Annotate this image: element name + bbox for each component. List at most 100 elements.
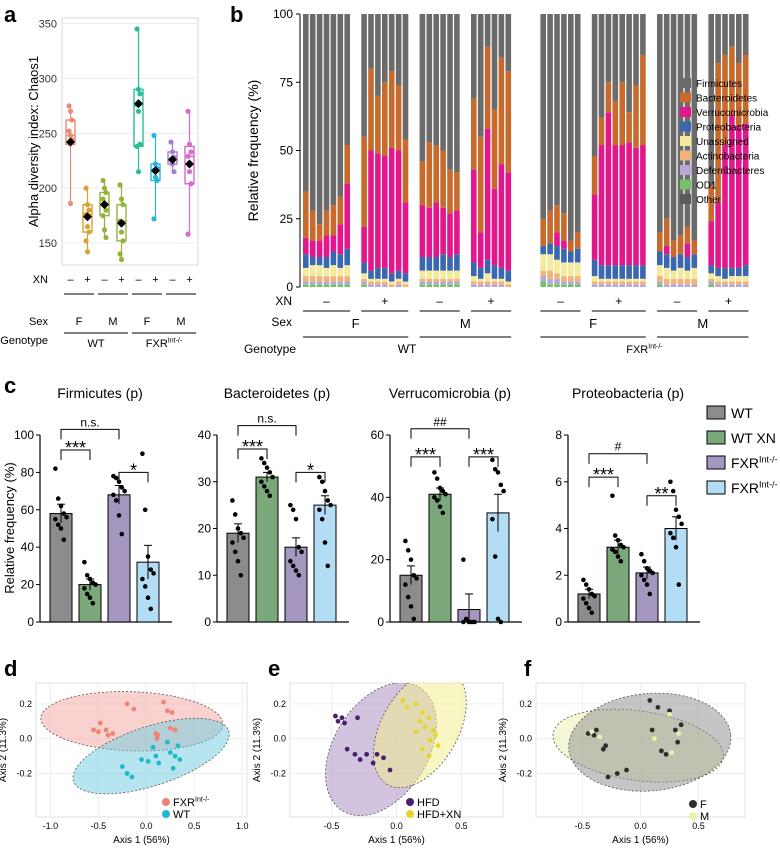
genotype-fxr: FXRInt-/- [626, 344, 663, 356]
bar-segment-bacteroidetes [368, 68, 374, 151]
box-point [120, 238, 126, 244]
bar-segment-verrucomicrobia [433, 202, 439, 257]
scatter-point [426, 715, 432, 721]
box-point [84, 249, 91, 255]
bar-segment-deferribacteres [605, 284, 612, 287]
legend-swatch [706, 430, 726, 445]
bar-segment-firmicutes [742, 14, 749, 55]
xn-value: – [674, 294, 681, 308]
bar-segment-unassigned [337, 267, 344, 277]
confidence-ellipse [373, 683, 467, 789]
bar-segment-unassigned [568, 262, 574, 277]
legend-marker [689, 800, 697, 808]
mean-marker [117, 218, 126, 228]
bar-segment-verrucomicrobia [382, 155, 388, 268]
data-point [259, 456, 264, 461]
legend-label: Unassigned [696, 137, 749, 148]
bar-segment-actinobacteria [619, 281, 625, 285]
bar-segment-deferribacteres [598, 284, 605, 287]
bar-segment-deferribacteres [454, 281, 460, 285]
data-point [615, 554, 621, 559]
bar-segment-bacteroidetes [742, 54, 749, 124]
bar-segment-deferribacteres [722, 284, 728, 287]
data-point [113, 498, 119, 503]
bar-segment-actinobacteria [375, 281, 381, 285]
bar-segment-verrucomicrobia [419, 205, 426, 257]
y-tick-label: 10 [198, 568, 212, 582]
significance-bracket [410, 456, 441, 467]
xn-row-label: XN [275, 294, 292, 308]
box-point [101, 227, 108, 233]
scatter-point [150, 744, 156, 750]
data-point [232, 549, 238, 555]
legend-swatch [706, 455, 726, 470]
bar-segment-bacteroidetes [316, 224, 323, 241]
data-point [116, 513, 122, 518]
bar-segment-verrucomicrobia [591, 194, 598, 260]
bar-segment-unassigned [547, 254, 553, 271]
genotype-row-label: Genotype [0, 335, 48, 347]
legend-label: Actinobacteria [696, 152, 760, 163]
bar-segment-proteobacteria [426, 256, 433, 271]
bar-segment-od1 [309, 284, 316, 287]
data-point [641, 577, 647, 583]
data-point [437, 485, 443, 491]
bar-segment-unassigned [368, 278, 374, 282]
legend-swatch [706, 405, 726, 420]
scatter-point [374, 751, 380, 757]
scatter-point [129, 774, 135, 780]
data-point [589, 610, 595, 615]
bar-segment-proteobacteria [484, 259, 491, 274]
bar-segment-verrucomicrobia [684, 243, 691, 257]
bar-segment-deferribacteres [375, 284, 381, 287]
y-tick-label: 350 [39, 18, 57, 30]
confidence-ellipse [568, 692, 732, 792]
y-tick-label: 0.2 [519, 699, 532, 709]
scatter-point [672, 727, 678, 733]
data-point [583, 582, 589, 587]
bar-segment-unassigned [729, 276, 735, 282]
bar-segment-deferribacteres [303, 281, 309, 285]
bar-segment-od1 [426, 284, 433, 287]
box-point [118, 196, 125, 202]
legend-marker [162, 810, 170, 818]
bar-segment-unassigned [663, 267, 670, 279]
xn-value: + [186, 274, 192, 286]
legend-label: M [700, 811, 709, 823]
bar-segment-firmicutes [626, 14, 632, 113]
data-point [319, 479, 325, 485]
bar-segment-verrucomicrobia [598, 145, 605, 266]
bar-segment-actinobacteria [337, 276, 344, 282]
data-point [592, 593, 597, 599]
box-point [100, 177, 106, 184]
scatter-point [426, 753, 432, 759]
bar-segment-unassigned [640, 278, 646, 282]
data-point [490, 516, 495, 522]
data-point [644, 582, 650, 587]
mean-marker [134, 99, 143, 109]
bar-segment-unassigned [684, 270, 691, 279]
bar-segment-verrucomicrobia [715, 202, 721, 268]
bar-segment-verrucomicrobia [375, 153, 381, 268]
data-point [111, 492, 116, 498]
box-point [66, 128, 72, 134]
data-point [581, 596, 586, 601]
mean-marker [151, 166, 160, 176]
bar-segment-unassigned [323, 267, 330, 277]
box-point [120, 202, 126, 208]
bar-segment-proteobacteria [303, 254, 309, 268]
bar-segment-actinobacteria [454, 278, 460, 282]
xn-value: – [101, 274, 108, 286]
bar-segment-actinobacteria [591, 281, 598, 285]
box-point [134, 143, 140, 150]
data-point [434, 476, 440, 481]
scatter-point [649, 727, 655, 733]
data-point [461, 619, 466, 625]
data-point [61, 511, 67, 516]
legend-swatch [680, 121, 691, 132]
legend-swatch [680, 78, 691, 88]
data-point [586, 586, 592, 592]
bar-segment-verrucomicrobia [395, 150, 402, 271]
bar-segment-bacteroidetes [715, 63, 721, 203]
bar-segment-actinobacteria [540, 270, 546, 277]
